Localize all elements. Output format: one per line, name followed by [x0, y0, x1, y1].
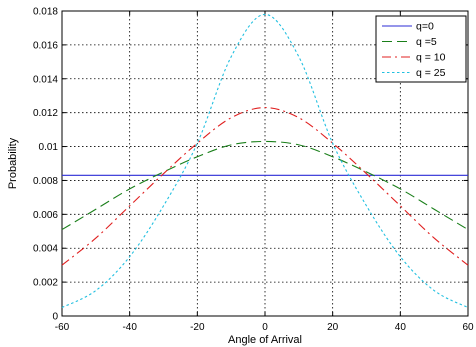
y-tick-label: 0.014 [33, 74, 58, 85]
y-tick-label: 0.004 [33, 244, 58, 255]
x-axis-label: Angle of Arrival [228, 334, 302, 346]
x-tick-label: 40 [395, 322, 407, 333]
legend-box [375, 15, 467, 83]
x-tick-label: 60 [462, 322, 474, 333]
legend: q=0 q =5 q = 10 q = 25 [375, 15, 467, 83]
x-tick-label: 20 [327, 322, 339, 333]
legend-label-1: q =5 [416, 36, 437, 48]
y-tick-label: 0.012 [33, 108, 58, 119]
legend-label-2: q = 10 [416, 52, 446, 64]
legend-label-3: q = 25 [416, 67, 446, 79]
x-tick-label: -60 [55, 322, 70, 333]
series-line-1 [61, 140, 469, 231]
series-line-2 [61, 107, 469, 266]
axis-ticks: -60 -40 -20 0 20 40 60 0 0.002 0.004 0.006 0.008 0.0… [33, 7, 474, 334]
grid [62, 11, 468, 316]
x-tick-label: -20 [190, 322, 205, 333]
y-tick-label: 0.002 [33, 278, 58, 289]
x-tick-label: -40 [122, 322, 137, 333]
series-line-3 [61, 13, 469, 309]
y-tick-label: 0.01 [39, 142, 59, 153]
y-tick-label: 0.016 [33, 40, 58, 51]
y-axis-label: Probability [7, 137, 19, 189]
series-group [61, 13, 469, 309]
x-tick-label: 0 [262, 322, 268, 333]
y-tick-label: 0 [52, 312, 58, 323]
legend-label-0: q=0 [416, 21, 434, 33]
y-tick-label: 0.018 [33, 7, 58, 18]
y-tick-label: 0.006 [33, 210, 58, 221]
y-tick-label: 0.008 [33, 176, 58, 187]
